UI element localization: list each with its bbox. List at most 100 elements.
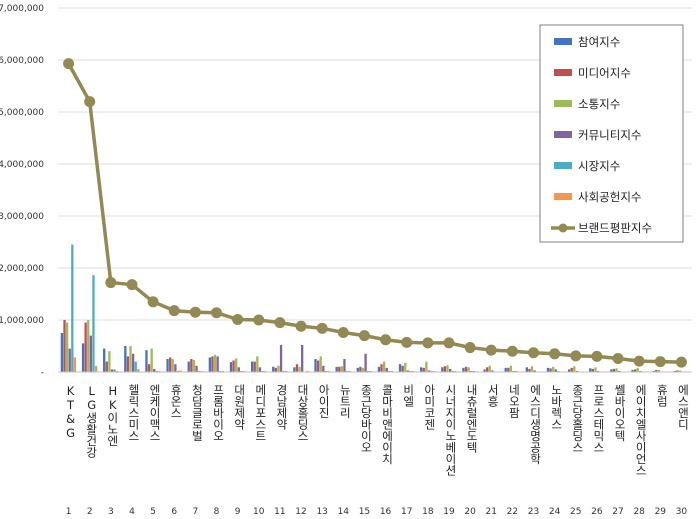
bar bbox=[596, 370, 600, 372]
bar bbox=[467, 367, 470, 372]
bar bbox=[171, 359, 174, 372]
reputation-point bbox=[126, 279, 138, 291]
bar bbox=[272, 366, 275, 372]
category-label: 에이치엘사이언스 bbox=[634, 384, 648, 476]
bar bbox=[87, 320, 90, 372]
bar bbox=[169, 357, 172, 372]
bar bbox=[528, 368, 531, 372]
rank-label: 23 bbox=[528, 507, 539, 517]
category-label: 프롬바이오 bbox=[212, 384, 226, 442]
category-label: 콜마비앤에이치 bbox=[381, 384, 395, 465]
bar bbox=[150, 348, 153, 372]
bar bbox=[73, 357, 77, 372]
rank-label: 26 bbox=[591, 507, 603, 517]
reputation-point bbox=[253, 314, 265, 326]
bar bbox=[610, 369, 613, 372]
rank-label: 4 bbox=[129, 507, 135, 517]
bar bbox=[261, 370, 264, 372]
bar bbox=[213, 354, 217, 372]
bar bbox=[472, 370, 475, 372]
bar bbox=[232, 360, 235, 372]
bar bbox=[116, 370, 119, 372]
reputation-point bbox=[380, 334, 392, 346]
rank-label: 13 bbox=[316, 507, 327, 517]
rank-label: 3 bbox=[108, 507, 114, 517]
bar bbox=[235, 358, 238, 372]
rank-label: 24 bbox=[549, 507, 561, 517]
bar bbox=[324, 370, 328, 372]
category-label: 프로스테믹스 bbox=[592, 384, 606, 453]
rank-label: 1 bbox=[66, 507, 72, 517]
bar bbox=[655, 369, 658, 372]
bar bbox=[377, 366, 381, 372]
bar bbox=[612, 368, 616, 372]
bar bbox=[263, 370, 267, 372]
bar bbox=[427, 370, 431, 372]
legend-label: 브랜드평판지수 bbox=[578, 221, 652, 235]
reputation-point bbox=[401, 336, 413, 348]
category-label: 헬릭스미스 bbox=[127, 384, 141, 442]
y-tick-label: 6,000,000 bbox=[0, 56, 44, 66]
bar bbox=[483, 369, 486, 372]
y-tick-label: 2,000,000 bbox=[0, 264, 44, 274]
bar bbox=[430, 370, 433, 372]
reputation-point bbox=[189, 306, 201, 318]
bar bbox=[446, 365, 449, 372]
bar bbox=[298, 366, 301, 372]
category-label: 노바렉스 bbox=[550, 384, 564, 430]
bar bbox=[134, 361, 137, 372]
rank-label: 14 bbox=[338, 507, 350, 517]
reputation-point bbox=[274, 317, 286, 329]
bar bbox=[380, 364, 383, 372]
category-label: 시너지이노베이션 bbox=[444, 384, 458, 476]
x-axis-category-labels: KT&G LG생활건강 HK이노엔 헬릭스미스 엔케이맥스 휴온스 청담글로벌 프롬바이오 대원… bbox=[64, 383, 691, 476]
reputation-point bbox=[168, 305, 180, 317]
reputation-point bbox=[84, 96, 96, 108]
reputation-line bbox=[63, 58, 687, 368]
bar bbox=[546, 367, 550, 372]
bar bbox=[433, 370, 436, 372]
bar bbox=[398, 364, 402, 372]
bar bbox=[60, 333, 64, 372]
bar bbox=[190, 359, 193, 372]
bar bbox=[633, 369, 637, 372]
bar bbox=[250, 361, 254, 372]
bar bbox=[253, 361, 256, 372]
bar bbox=[84, 322, 87, 372]
bar bbox=[411, 370, 415, 372]
bar bbox=[367, 370, 370, 372]
bar bbox=[158, 370, 161, 372]
bar bbox=[448, 368, 452, 372]
bar bbox=[359, 366, 362, 372]
bar bbox=[530, 366, 534, 372]
rank-label: 5 bbox=[150, 507, 156, 517]
bar bbox=[338, 366, 341, 372]
rank-label: 12 bbox=[295, 507, 306, 517]
bar bbox=[71, 244, 74, 372]
reputation-point bbox=[528, 347, 539, 359]
rank-label: 6 bbox=[171, 507, 177, 517]
bar bbox=[155, 370, 158, 372]
legend-swatch bbox=[554, 131, 572, 138]
bar bbox=[237, 367, 240, 372]
bar bbox=[153, 368, 156, 372]
category-label: 대원제약 bbox=[233, 384, 247, 431]
bar bbox=[65, 322, 69, 372]
bar bbox=[195, 365, 198, 372]
bar bbox=[306, 370, 309, 372]
y-tick-label: 1,000,000 bbox=[0, 316, 44, 326]
bar bbox=[678, 370, 682, 372]
category-label: 쎌바이오텍 bbox=[613, 384, 627, 442]
bar bbox=[361, 367, 365, 372]
legend-swatch bbox=[554, 193, 572, 200]
bar bbox=[221, 370, 224, 372]
bar bbox=[187, 361, 190, 372]
bar bbox=[589, 368, 592, 372]
rank-label: 18 bbox=[422, 507, 434, 517]
bar bbox=[652, 370, 655, 372]
bar bbox=[105, 361, 108, 372]
bar bbox=[491, 370, 494, 372]
bar bbox=[113, 369, 116, 372]
